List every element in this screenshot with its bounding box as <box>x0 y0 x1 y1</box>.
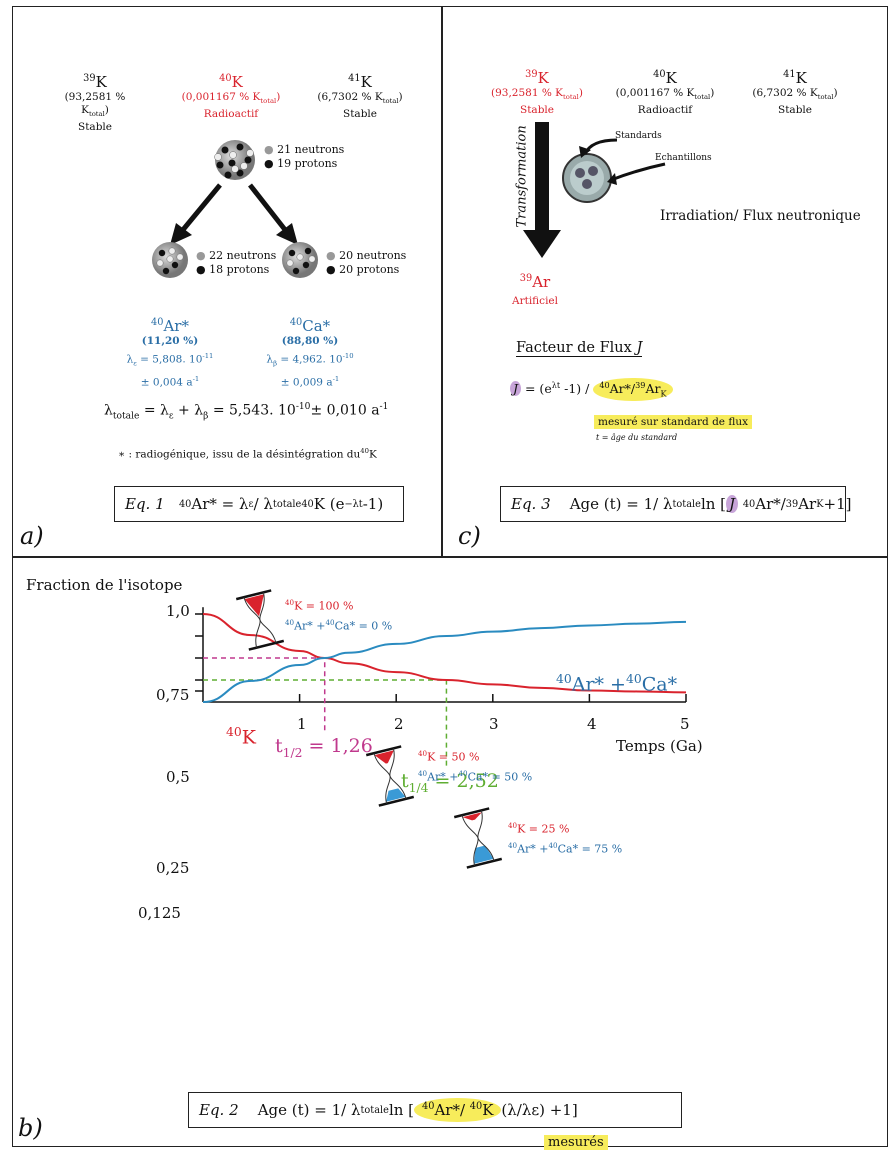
left-nucleus <box>152 242 188 278</box>
panel-b-letter: b) <box>18 1114 43 1142</box>
c-k41: 41K (6,7302 % Ktotal) Stable <box>752 69 838 117</box>
panel-a-border <box>12 6 442 558</box>
standards-label: Standards <box>615 131 662 141</box>
y-tick-0125: 0,125 <box>138 904 181 922</box>
left-legend: ● 22 neutrons ● 18 protons <box>196 249 277 276</box>
k40-curve <box>202 613 687 694</box>
c-k39: 39K (93,2581 % Ktotal) Stable <box>491 69 583 117</box>
mesures-note: mesurés <box>544 1135 608 1150</box>
sample-disk <box>562 153 612 203</box>
irradiation-label: Irradiation/ Flux neutronique <box>660 208 861 224</box>
parent-legend: ● 21 neutrons ● 19 protons <box>264 143 345 170</box>
panel-c-letter: c) <box>458 522 481 550</box>
parent-nucleus <box>214 140 255 180</box>
right-legend: ● 20 neutrons ● 20 protons <box>326 249 407 276</box>
t-half-label: t1/2 = 1,26 <box>275 735 373 760</box>
transformation-arrow <box>523 122 561 258</box>
equation-2: Eq. 2 Age (t) = 1/ λ totale ln [ 40Ar*/ 4… <box>188 1092 682 1128</box>
hourglass-25-icon <box>453 807 503 869</box>
panel-b-border <box>12 556 888 1147</box>
hourglass-1-label: 40K = 100 % 40Ar* +40Ca* = 0 % <box>285 598 393 633</box>
c-k40: 40K (0,001167 % Ktotal) Radioactif <box>615 69 715 117</box>
hourglass-100-icon <box>235 589 285 651</box>
a-k39: 39K (93,2581 % Ktotal) Stable <box>64 73 126 134</box>
y-tick-025: 0,25 <box>156 859 190 877</box>
equation-3: Eq. 3 Age (t) = 1/ λ totale ln [ J 40 Ar*/… <box>500 486 852 522</box>
irradiation-scheme <box>523 122 666 258</box>
daughter-series-label: 40Ar* +40Ca* <box>556 672 678 696</box>
transformation-label: Transformation <box>514 125 530 228</box>
y-tick-1: 1,0 <box>166 602 190 620</box>
y-axis-label: Fraction de l'isotope <box>26 576 183 594</box>
x-tick-2: 2 <box>394 715 404 733</box>
x-axis-label: Temps (Ga) <box>616 737 703 755</box>
flux-note: mesuré sur standard de flux <box>594 415 753 429</box>
flux-title: Facteur de Flux J <box>516 340 643 357</box>
panel-c-border <box>442 6 888 558</box>
k-series-label: 40K <box>226 725 256 749</box>
flux-equation: J = (eλt -1) / 40Ar*/39ArK <box>510 378 673 401</box>
y-tick-05: 0,5 <box>166 768 190 786</box>
decay-arrows <box>170 183 298 245</box>
daughter-curve <box>202 620 687 703</box>
right-nucleus <box>282 242 318 278</box>
c-ar39: 39Ar Artificiel <box>512 273 558 307</box>
x-tick-5: 5 <box>680 715 690 733</box>
a-k41: 41K (6,7302 % Ktotal) Stable <box>317 73 403 121</box>
ca-block: 40Ca* (88,80 %) λβ = 4,962. 10-10 ± 0,00… <box>266 317 354 389</box>
t-quarter-label: t1/4 = 2,52 <box>401 770 499 795</box>
flux-t-note: t = âge du standard <box>596 433 678 442</box>
x-tick-1: 1 <box>297 715 307 733</box>
hourglass-50-icon <box>365 745 415 807</box>
isotope-chart <box>195 589 687 869</box>
x-tick-3: 3 <box>489 715 499 733</box>
hourglass-3-label: 40K = 25 % 40Ar* +40Ca* = 75 % <box>508 821 623 856</box>
decay-scheme <box>152 140 318 278</box>
lambda-total: λtotale = λε + λβ = 5,543. 10-10± 0,010 … <box>104 402 389 422</box>
x-tick-4: 4 <box>587 715 597 733</box>
panel-a-letter: a) <box>20 522 44 550</box>
y-tick-075: 0,75 <box>156 686 190 704</box>
a-k40: 40K (0,001167 % Ktotal) Radioactif <box>181 73 281 121</box>
ar-block: 40Ar* (11,20 %) λε = 5,808. 10-11 ± 0,00… <box>126 317 214 389</box>
footnote: ∗ : radiogénique, issu de la désintégrat… <box>118 447 377 461</box>
echantillons-label: Echantillons <box>655 153 712 163</box>
hourglass-2-label: 40K = 50 % 40Ar* +40Ca* = 50 % <box>418 749 533 784</box>
